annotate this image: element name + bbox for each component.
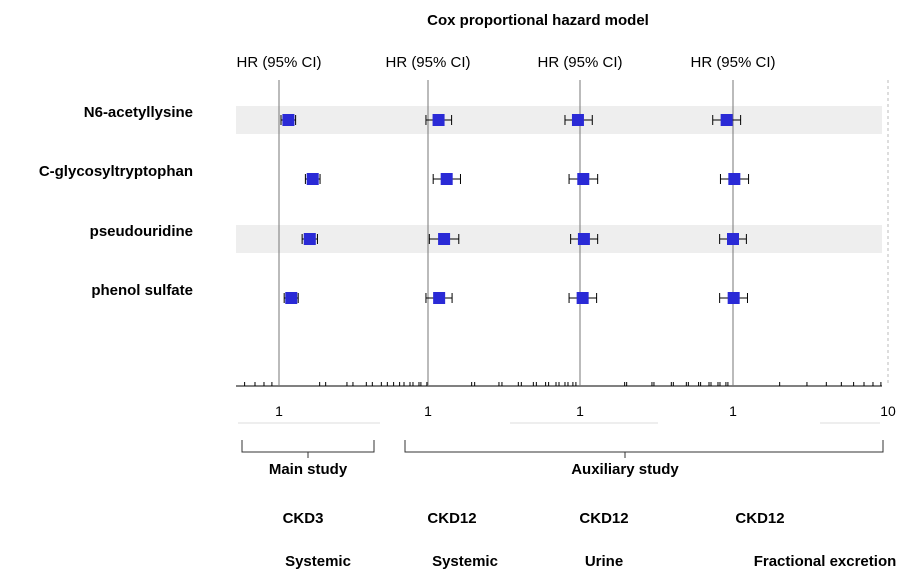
cohort-label: CKD3 [283, 510, 324, 527]
cohort-label: CKD12 [427, 510, 476, 527]
tick-label: 10 [880, 403, 896, 419]
hr-point [577, 173, 590, 185]
text-labels: Cox proportional hazard model N6-acetylly… [39, 12, 896, 570]
measure-label: Fractional excretion [754, 553, 897, 570]
hr-point [727, 292, 740, 304]
row-band [236, 106, 882, 134]
hr-point [571, 114, 584, 126]
group-label-main: Main study [269, 461, 348, 478]
hr-point [282, 114, 295, 126]
row-label: C-glycosyltryptophan [39, 163, 193, 180]
auxiliary-study-bracket [404, 440, 884, 458]
row-label: N6-acetyllysine [84, 104, 193, 121]
x-axis [236, 377, 882, 424]
tick-label: 1 [729, 403, 737, 419]
hr-point [433, 292, 446, 304]
hr-point [285, 292, 298, 304]
group-label-auxiliary: Auxiliary study [571, 461, 679, 478]
hr-point [577, 233, 590, 245]
tick-label: 1 [424, 403, 432, 419]
hr-point [576, 292, 589, 304]
hr-point [306, 173, 319, 185]
row-label: pseudouridine [90, 223, 193, 240]
column-header: HR (95% CI) [385, 54, 470, 71]
tick-label: 1 [275, 403, 283, 419]
row-band [236, 225, 882, 253]
hr-point [720, 114, 733, 126]
column-header: HR (95% CI) [236, 54, 321, 71]
hr-point [303, 233, 316, 245]
tick-label: 1 [576, 403, 584, 419]
measure-label: Systemic [285, 553, 351, 570]
cohort-label: CKD12 [579, 510, 628, 527]
measure-label: Systemic [432, 553, 498, 570]
main-study-bracket [241, 440, 375, 458]
hr-point [728, 173, 741, 185]
cohort-label: CKD12 [735, 510, 784, 527]
chart-title: Cox proportional hazard model [427, 12, 649, 29]
hr-point [438, 233, 451, 245]
estimates [280, 114, 750, 304]
row-bands [236, 106, 882, 253]
column-header: HR (95% CI) [537, 54, 622, 71]
measure-label: Urine [585, 553, 623, 570]
column-header: HR (95% CI) [690, 54, 775, 71]
hr-point [432, 114, 445, 126]
hr-point [727, 233, 739, 245]
row-label: phenol sulfate [91, 282, 193, 299]
hr-point [440, 173, 453, 185]
